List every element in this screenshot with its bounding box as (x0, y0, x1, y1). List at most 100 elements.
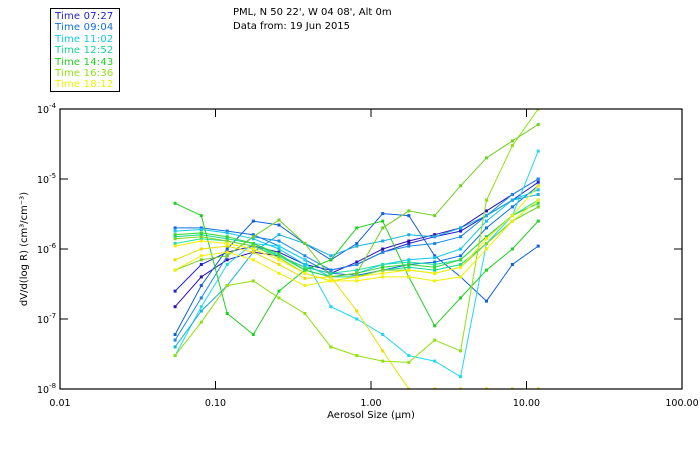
data-point (277, 233, 281, 237)
data-point (225, 235, 229, 239)
data-point (459, 258, 463, 262)
data-point (277, 271, 281, 275)
data-point (459, 226, 463, 230)
data-point (459, 229, 463, 233)
data-point (459, 296, 463, 300)
data-point (173, 354, 177, 358)
data-point (536, 198, 540, 202)
data-point (459, 235, 463, 239)
data-point (225, 242, 229, 245)
y-tick-label: 10-4 (37, 102, 57, 116)
data-point (536, 205, 540, 209)
data-point (355, 260, 359, 264)
data-point (225, 237, 229, 241)
data-point (510, 205, 514, 209)
data-point (381, 275, 385, 279)
data-point (433, 387, 437, 389)
data-point (277, 252, 281, 256)
data-point (433, 214, 437, 218)
data-point (277, 296, 281, 300)
data-point (173, 305, 177, 309)
x-tick-label: 10.00 (513, 398, 540, 409)
data-point (433, 242, 437, 245)
data-point (199, 226, 203, 230)
data-point (173, 229, 177, 233)
data-point (329, 258, 333, 262)
data-point (381, 226, 385, 230)
data-point (303, 268, 307, 272)
data-point (485, 387, 488, 389)
data-point (459, 387, 463, 389)
data-point (485, 219, 488, 223)
data-point (329, 254, 333, 258)
data-point (173, 235, 177, 239)
data-point (277, 254, 281, 258)
data-point (225, 312, 229, 315)
y-axis-label: dV/d(log R) (cm³/cm⁻³) (19, 192, 30, 306)
data-point (485, 237, 488, 241)
data-point (251, 244, 255, 248)
data-point (225, 263, 229, 266)
data-point (510, 247, 514, 251)
data-point (536, 188, 540, 192)
date-text: Data from: 19 Jun 2015 (233, 21, 351, 32)
data-point (173, 233, 177, 237)
data-point (199, 231, 203, 235)
data-point (381, 263, 385, 266)
data-point (407, 360, 411, 364)
data-point (303, 254, 307, 258)
data-point (485, 299, 488, 303)
data-point (510, 139, 514, 143)
data-point (459, 263, 463, 266)
data-point (485, 214, 488, 218)
data-point (355, 279, 359, 283)
data-point (329, 275, 333, 279)
data-point (303, 284, 307, 288)
data-point (199, 233, 203, 237)
data-point (173, 289, 177, 293)
data-point (199, 305, 203, 309)
data-point (407, 265, 411, 269)
data-point (536, 244, 540, 248)
data-point (536, 149, 540, 153)
data-point (251, 242, 255, 245)
data-point (199, 309, 203, 313)
data-point (225, 254, 229, 258)
series-time-18-12 (173, 244, 540, 389)
data-point (225, 229, 229, 233)
data-point (433, 233, 437, 237)
data-point (536, 387, 540, 389)
x-tick-label: 0.01 (49, 398, 70, 409)
data-point (485, 198, 488, 202)
data-point (173, 226, 177, 230)
data-point (251, 247, 255, 251)
y-tick-label: 10-8 (37, 382, 56, 396)
data-point (381, 219, 385, 223)
data-point (199, 254, 203, 258)
data-point (199, 296, 203, 300)
legend-item: Time 09:04 (55, 22, 114, 34)
data-point (225, 239, 229, 243)
data-point (381, 250, 385, 254)
ticks-layer: 0.01 0.10 1.00 10.00 100.00 10-8 10-7 10-6 10-5 1… (37, 102, 699, 409)
data-point (381, 333, 385, 336)
data-point (199, 239, 203, 243)
data-point (433, 324, 437, 328)
x-tick-label: 100.00 (665, 398, 698, 409)
data-point (381, 239, 385, 243)
data-point (433, 260, 437, 264)
data-point (536, 180, 540, 184)
data-point (433, 256, 437, 260)
data-point (433, 235, 437, 239)
data-point (277, 263, 281, 266)
data-point (536, 177, 540, 181)
series-time-14-43 (173, 201, 540, 336)
data-point (536, 109, 540, 111)
data-point (225, 247, 229, 251)
data-point (510, 263, 514, 266)
data-point (485, 209, 488, 213)
data-point (355, 263, 359, 266)
x-tick-label: 1.00 (360, 398, 381, 409)
x-axis-label: Aerosol Size (μm) (327, 410, 415, 421)
